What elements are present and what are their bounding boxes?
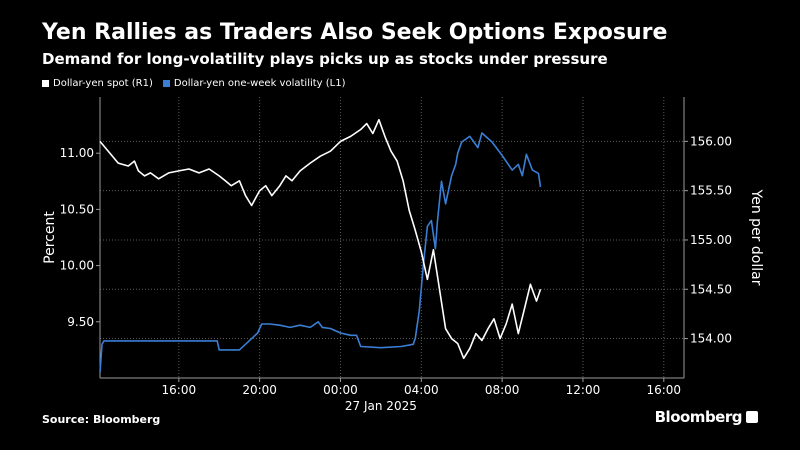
- volatility-series-line: [99, 132, 542, 373]
- x-tick-label: 20:00: [242, 383, 277, 397]
- x-tick-label: 16:00: [646, 383, 681, 397]
- left-tick-label: 11.00: [60, 146, 94, 160]
- right-tick-label: 155.50: [690, 184, 732, 198]
- legend-item-volatility: Dollar-yen one-week volatility (L1): [162, 78, 346, 89]
- right-tick-label: 154.50: [690, 282, 732, 296]
- x-tick-label: 16:00: [162, 383, 197, 397]
- right-tick-label: 156.00: [690, 134, 732, 148]
- brand-mark-icon: [746, 411, 758, 423]
- series-lines: [99, 118, 542, 373]
- legend-label-spot: Dollar-yen spot (R1): [53, 78, 153, 89]
- x-axis-date-label: 27 Jan 2025: [345, 399, 417, 413]
- brand-name: Bloomberg: [654, 408, 743, 426]
- left-tick-label: 9.50: [67, 315, 94, 329]
- x-tick-label: 12:00: [566, 383, 601, 397]
- right-tick-label: 154.00: [690, 332, 732, 346]
- right-axis-title: Yen per dollar: [748, 189, 764, 286]
- legend-swatch-spot: [42, 80, 49, 87]
- legend-label-volatility: Dollar-yen one-week volatility (L1): [173, 78, 346, 89]
- x-tick-label: 04:00: [404, 383, 439, 397]
- grid-lines: [100, 97, 684, 378]
- left-axis-title: Percent: [42, 211, 58, 264]
- legend-item-spot: Dollar-yen spot (R1): [42, 78, 153, 89]
- tick-labels: 9.50 10.00 10.50 11.00 154.00 154.50 155.00 155…: [42, 134, 764, 413]
- legend-swatch-volatility: [162, 80, 170, 87]
- left-tick-label: 10.00: [60, 259, 94, 273]
- x-tick-label: 08:00: [485, 383, 520, 397]
- chart-legend: Dollar-yen spot (R1) Dollar-yen one-week…: [42, 78, 346, 89]
- axes: [96, 97, 688, 382]
- right-tick-label: 155.00: [690, 233, 732, 247]
- brand-logo: Bloomberg: [655, 408, 758, 426]
- chart-subtitle: Demand for long-volatility plays picks u…: [42, 50, 608, 68]
- spot-series-line: [99, 118, 542, 360]
- chart-title: Yen Rallies as Traders Also Seek Options…: [42, 20, 668, 45]
- x-tick-label: 00:00: [323, 383, 358, 397]
- source-note: Source: Bloomberg: [42, 413, 161, 426]
- left-tick-label: 10.50: [60, 202, 94, 216]
